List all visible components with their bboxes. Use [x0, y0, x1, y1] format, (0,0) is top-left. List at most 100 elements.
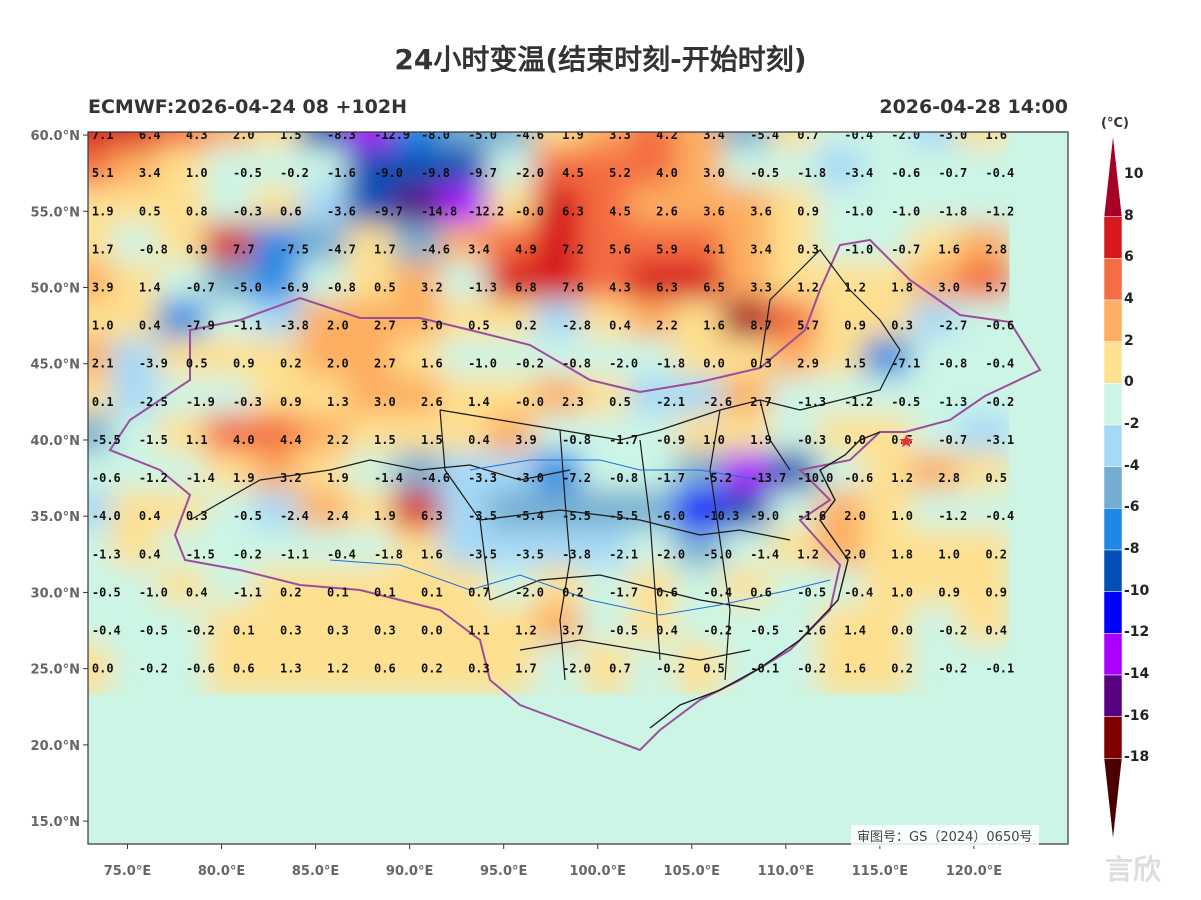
grid-value: 0.3 [891, 319, 913, 333]
lon-tick-label: 85.0°E [292, 864, 339, 879]
grid-value: 4.1 [703, 242, 725, 256]
grid-value: 2.0 [844, 547, 866, 561]
grid-value: 2.8 [985, 242, 1007, 256]
grid-value: 1.9 [92, 204, 114, 218]
map-frame [87, 131, 1069, 845]
longitude-axis: 75.0°E 80.0°E 85.0°E 90.0°E 95.0°E 100.0°E 105… [104, 844, 1002, 879]
grid-value: -9.0 [750, 509, 779, 523]
grid-value: -0.4 [985, 357, 1014, 371]
grid-value: -8.3 [327, 128, 356, 142]
grid-value: -2.0 [656, 547, 685, 561]
grid-value: -1.5 [186, 547, 215, 561]
grid-value: 0.2 [562, 585, 584, 599]
colorbar-tick-label: -18 [1124, 749, 1150, 766]
grid-value: -1.0 [844, 242, 873, 256]
grid-value: 0.4 [609, 319, 631, 333]
grid-value: -9.0 [374, 166, 403, 180]
colorbar-band [1103, 466, 1123, 509]
lon-tick-label: 80.0°E [198, 864, 245, 879]
grid-value: 0.5 [468, 319, 490, 333]
grid-value: -4.6 [421, 242, 450, 256]
grid-value: -0.0 [515, 395, 544, 409]
grid-value: -0.3 [233, 204, 262, 218]
grid-value: -4.6 [421, 471, 450, 485]
grid-value: 0.1 [374, 585, 396, 599]
temperature-cell [722, 642, 775, 695]
grid-value: 1.3 [280, 662, 302, 676]
model-run-label: ECMWF:2026-04-24 08 +102H [88, 96, 408, 118]
grid-value: -10.3 [703, 509, 739, 523]
temperature-cell [769, 642, 822, 695]
grid-value: -4.0 [92, 509, 121, 523]
grid-value: -0.7 [186, 281, 215, 295]
grid-value: -1.1 [280, 547, 309, 561]
grid-value: -1.6 [797, 509, 826, 523]
grid-value: -13.7 [750, 471, 786, 485]
grid-value: -0.5 [92, 585, 121, 599]
grid-value: 3.6 [750, 204, 772, 218]
grid-value: 1.0 [891, 509, 913, 523]
lon-tick-label: 120.0°E [946, 864, 1003, 879]
grid-value: 0.5 [703, 662, 725, 676]
grid-value: 3.2 [421, 281, 443, 295]
grid-value: -5.5 [92, 433, 121, 447]
grid-value: 0.3 [186, 509, 208, 523]
grid-value: 0.3 [280, 624, 302, 638]
grid-value: -3.3 [468, 471, 497, 485]
grid-value: 1.1 [186, 433, 208, 447]
grid-value-labels: 7.1 6.4 4.3 2.0 1.5 -8.3 -12.9 -8.0 -5.0 -4.6 1.9 3… [92, 128, 1014, 676]
grid-value: 4.4 [280, 433, 302, 447]
grid-value: 2.6 [656, 204, 678, 218]
grid-value: -0.8 [609, 471, 638, 485]
grid-value: -2.1 [656, 395, 685, 409]
grid-value: 1.2 [844, 281, 866, 295]
rivers [329, 459, 831, 616]
grid-value: -1.1 [233, 319, 262, 333]
grid-value: 0.5 [186, 357, 208, 371]
grid-value: -3.1 [985, 433, 1014, 447]
grid-value: -0.2 [703, 624, 732, 638]
grid-value: 1.5 [421, 433, 443, 447]
grid-value: -0.2 [186, 624, 215, 638]
grid-value: 0.4 [186, 585, 208, 599]
grid-value: 4.5 [609, 204, 631, 218]
grid-value: 0.3 [468, 662, 490, 676]
grid-value: -7.2 [562, 471, 591, 485]
grid-value: -0.8 [562, 357, 591, 371]
grid-value: -0.5 [233, 166, 262, 180]
grid-value: 3.4 [139, 166, 161, 180]
valid-time-label: 2026-04-28 14:00 [879, 96, 1068, 118]
colorbar-band [1103, 633, 1123, 676]
grid-value: -2.1 [609, 547, 638, 561]
grid-value: 7.6 [562, 281, 584, 295]
grid-value: 0.3 [374, 624, 396, 638]
grid-value: 1.6 [421, 357, 443, 371]
grid-value: 0.4 [139, 509, 161, 523]
grid-value: -0.5 [750, 624, 779, 638]
grid-value: -0.4 [985, 166, 1014, 180]
grid-value: -3.8 [562, 547, 591, 561]
grid-value: 0.8 [186, 204, 208, 218]
temperature-cell [204, 642, 257, 695]
colorbar-tick-label: -14 [1124, 666, 1150, 682]
grid-value: 2.0 [327, 319, 349, 333]
grid-value: -2.8 [562, 319, 591, 333]
grid-value: 2.0 [233, 128, 255, 142]
grid-value: -0.4 [844, 585, 873, 599]
grid-value: -1.5 [139, 433, 168, 447]
grid-value: 1.4 [468, 395, 490, 409]
grid-value: -0.4 [327, 547, 356, 561]
grid-value: 0.2 [421, 662, 443, 676]
grid-value: -6.9 [280, 281, 309, 295]
lon-tick-label: 90.0°E [386, 864, 433, 879]
grid-value: -3.6 [327, 204, 356, 218]
grid-value: 3.9 [92, 281, 114, 295]
coastline [649, 431, 881, 729]
temperature-cell [110, 642, 163, 695]
grid-value: -5.2 [703, 471, 732, 485]
grid-value: 1.0 [92, 319, 114, 333]
temperature-cell [299, 642, 352, 695]
grid-value: 1.5 [280, 128, 302, 142]
grid-value: -3.5 [468, 509, 497, 523]
